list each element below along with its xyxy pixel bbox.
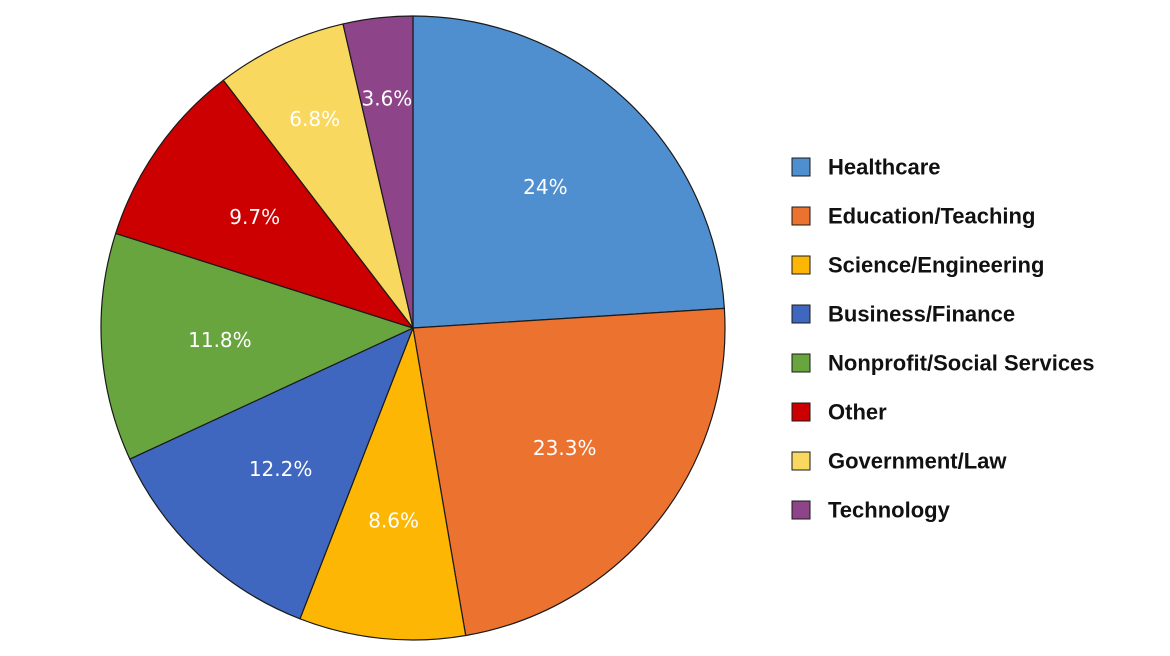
pie-slices	[100, 15, 726, 641]
pie-slice-science-engineering	[299, 327, 467, 641]
pie-slice-business-finance	[129, 327, 414, 620]
legend-item-science-engineering: Science/Engineering	[791, 253, 1044, 278]
legend-label-other: Other	[828, 400, 887, 425]
legend-item-other: Other	[791, 400, 887, 425]
legend-label-healthcare: Healthcare	[828, 155, 941, 180]
legend-swatch-science-engineering	[791, 255, 811, 275]
legend-swatch-business-finance	[791, 304, 811, 324]
data-label-education-teaching: 23.3%	[533, 436, 597, 460]
legend-label-technology: Technology	[828, 498, 951, 523]
legend-label-government-law: Government/Law	[828, 449, 1007, 474]
data-label-government-law: 6.8%	[289, 107, 340, 131]
legend-swatch-healthcare	[791, 157, 811, 177]
legend-item-nonprofit-social-services: Nonprofit/Social Services	[791, 351, 1095, 376]
pie-slice-government-law	[222, 23, 414, 329]
pie-slice-labels: 24% 23.3% 8.6% 12.2% 11.8% 9.7% 6.8% 3.6%	[188, 87, 596, 533]
legend-label-nonprofit-social-services: Nonprofit/Social Services	[828, 351, 1095, 376]
legend-item-government-law: Government/Law	[791, 449, 1007, 474]
data-label-healthcare: 24%	[523, 175, 567, 199]
legend-swatch-technology	[791, 500, 811, 520]
data-label-technology: 3.6%	[361, 87, 412, 111]
data-label-other: 9.7%	[229, 205, 280, 229]
data-label-nonprofit-social-services: 11.8%	[188, 328, 252, 352]
legend-label-science-engineering: Science/Engineering	[828, 253, 1044, 278]
legend-item-education-teaching: Education/Teaching	[791, 204, 1035, 229]
pie-slice-technology	[342, 15, 414, 329]
pie-slice-other	[115, 79, 414, 329]
data-label-science-engineering: 8.6%	[368, 509, 419, 533]
legend-label-business-finance: Business/Finance	[828, 302, 1015, 327]
legend-label-education-teaching: Education/Teaching	[828, 204, 1035, 229]
legend-swatch-education-teaching	[791, 206, 811, 226]
legend-swatch-government-law	[791, 451, 811, 471]
data-label-business-finance: 12.2%	[249, 457, 313, 481]
pie-slice-nonprofit-social-services	[100, 232, 414, 460]
legend-item-technology: Technology	[791, 498, 951, 523]
pie-slice-healthcare	[412, 15, 725, 329]
legend: Healthcare Education/Teaching Science/Engi…	[791, 155, 1095, 523]
legend-swatch-nonprofit-social-services	[791, 353, 811, 373]
pie-slice-education-teaching	[412, 307, 726, 637]
legend-swatch-other	[791, 402, 811, 422]
legend-item-business-finance: Business/Finance	[791, 302, 1015, 327]
legend-item-healthcare: Healthcare	[791, 155, 941, 180]
